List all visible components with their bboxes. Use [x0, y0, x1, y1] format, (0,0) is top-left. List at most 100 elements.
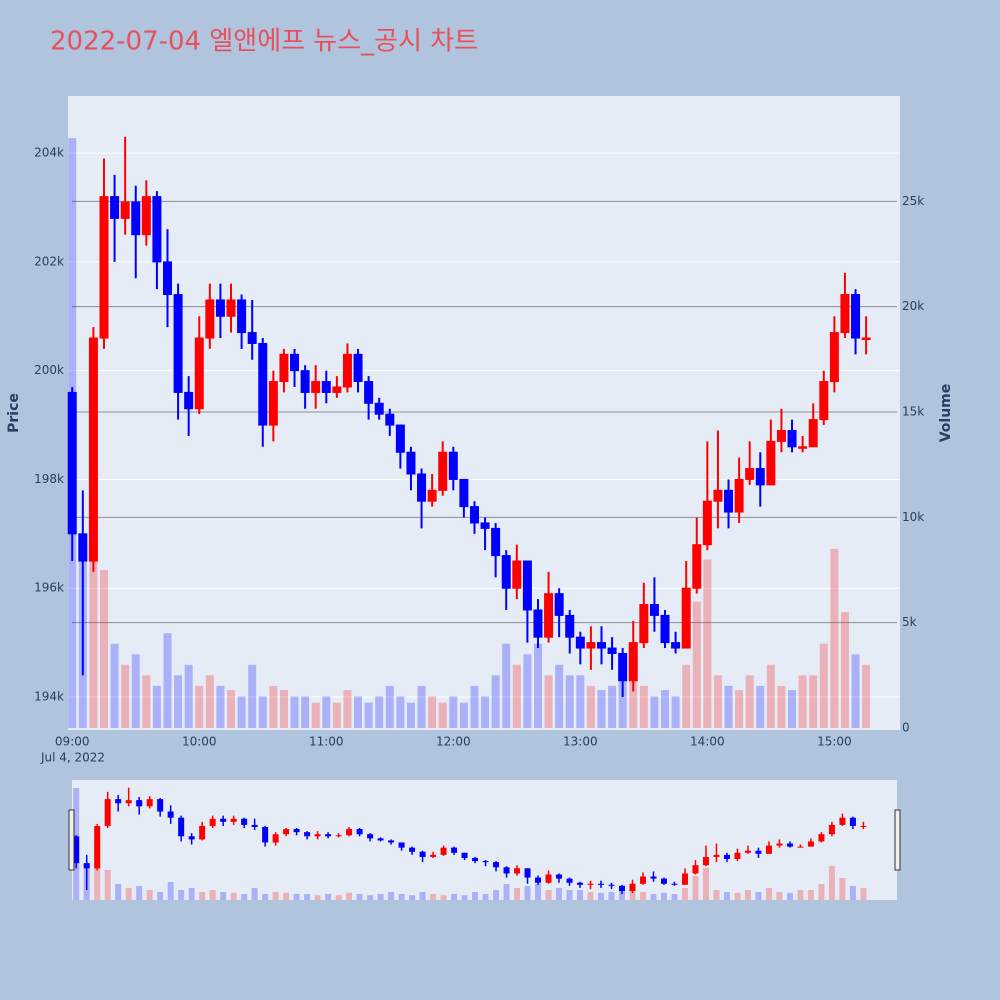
slider-volume-bar — [650, 894, 657, 900]
volume-bar — [713, 675, 722, 728]
candle-body — [776, 429, 786, 442]
slider-candle-body — [839, 817, 846, 825]
candle-body — [501, 555, 511, 589]
x-tick-label: 09:00 — [55, 735, 90, 749]
volume-bar — [449, 696, 458, 728]
candle-body — [194, 337, 204, 410]
slider-candle-body — [451, 847, 458, 853]
volume-bar — [597, 690, 606, 728]
slider-volume-bar — [157, 892, 164, 900]
slider-candle-body — [535, 877, 542, 883]
volume-bar — [121, 664, 130, 728]
slider-volume-bar — [587, 892, 594, 900]
slider-candle-body — [419, 851, 426, 857]
slider-volume-bar — [503, 884, 510, 900]
candle-body — [554, 593, 564, 616]
volume-bar — [110, 643, 119, 728]
slider-volume-bar — [807, 890, 814, 900]
candle-body — [332, 386, 342, 393]
slider-handle[interactable] — [68, 809, 75, 871]
candle-body — [321, 381, 331, 393]
candle-body — [226, 299, 236, 317]
y2-tick-label: 0 — [902, 721, 910, 735]
candle-body — [533, 609, 543, 638]
slider-candle-body — [178, 817, 185, 837]
volume-bar — [216, 685, 225, 728]
slider-candle-body — [440, 847, 447, 855]
slider-volume-bar — [860, 888, 867, 900]
volume-bar — [248, 664, 257, 728]
volume-bar — [438, 702, 447, 728]
candle-body — [798, 446, 808, 449]
slider-volume-bar — [577, 890, 584, 900]
candle-body — [110, 196, 120, 219]
slider-volume-bar — [681, 888, 688, 900]
slider-volume-bar — [461, 895, 468, 900]
slider-volume-bar — [744, 890, 751, 900]
slider-candle-body — [776, 843, 783, 846]
slider-candle-body — [556, 874, 563, 879]
x-tick-label: 13:00 — [563, 735, 598, 749]
slider-candle-body — [734, 852, 741, 860]
slider-candle-body — [136, 800, 143, 807]
candle-body — [311, 381, 321, 393]
candle-body — [618, 652, 628, 682]
volume-bar — [502, 643, 511, 728]
slider-volume-bar — [702, 868, 709, 900]
candle-body — [459, 478, 469, 508]
volume-bar — [671, 696, 680, 728]
volume-bar — [205, 675, 214, 728]
slider-volume-bar — [713, 890, 720, 900]
volume-bar — [279, 690, 288, 728]
slider-volume-bar — [629, 890, 636, 900]
slider-volume-bar — [220, 892, 227, 900]
x-tick-label: 15:00 — [817, 735, 852, 749]
slider-volume-bar — [125, 888, 132, 900]
slider-candle-body — [503, 867, 510, 874]
volume-bar — [152, 685, 161, 728]
y-tick-label: 204k — [34, 146, 64, 160]
slider-volume-bar — [797, 890, 804, 900]
volume-bar — [576, 675, 585, 728]
slider-volume-bar — [849, 886, 856, 900]
candle-body — [861, 337, 871, 341]
candle-body — [745, 468, 755, 480]
slider-volume-bar — [304, 894, 311, 900]
volume-bar — [819, 643, 828, 728]
candle-body — [141, 196, 151, 236]
candle-body — [342, 353, 352, 388]
slider-candle-body — [629, 883, 636, 892]
y2-tick-label: 10k — [902, 510, 924, 524]
slider-candle-body — [692, 865, 699, 874]
slider-candle-body — [482, 861, 489, 863]
candle-body — [300, 370, 310, 393]
slider-candle-body — [73, 836, 80, 864]
slider-handle[interactable] — [894, 809, 901, 871]
slider-volume-bar — [167, 882, 174, 900]
slider-volume-bar — [755, 892, 762, 900]
candle-body — [607, 647, 617, 654]
x-date-label: Jul 4, 2022 — [40, 751, 105, 765]
slider-volume-bar — [293, 894, 300, 900]
slider-volume-bar — [367, 895, 374, 900]
volume-bar — [163, 633, 172, 728]
volume-bar — [99, 570, 108, 728]
candle-body — [469, 506, 479, 524]
slider-volume-bar — [660, 892, 667, 900]
range-slider[interactable] — [72, 780, 897, 900]
slider-candle-body — [209, 818, 216, 826]
slider-volume-bar — [178, 890, 185, 900]
slider-volume-bar — [388, 892, 395, 900]
volume-bar — [586, 685, 595, 728]
candle-body — [385, 413, 395, 426]
volume-bar — [777, 685, 786, 728]
slider-candle-body — [146, 799, 153, 807]
volume-bar — [343, 690, 352, 728]
slider-volume-bar — [765, 888, 772, 900]
slider-candle-body — [660, 878, 667, 884]
volume-bar — [565, 675, 574, 728]
slider-volume-bar — [556, 888, 563, 900]
slider-candle-body — [755, 850, 762, 854]
slider-volume-bar — [346, 892, 353, 900]
volume-bar — [311, 702, 320, 728]
